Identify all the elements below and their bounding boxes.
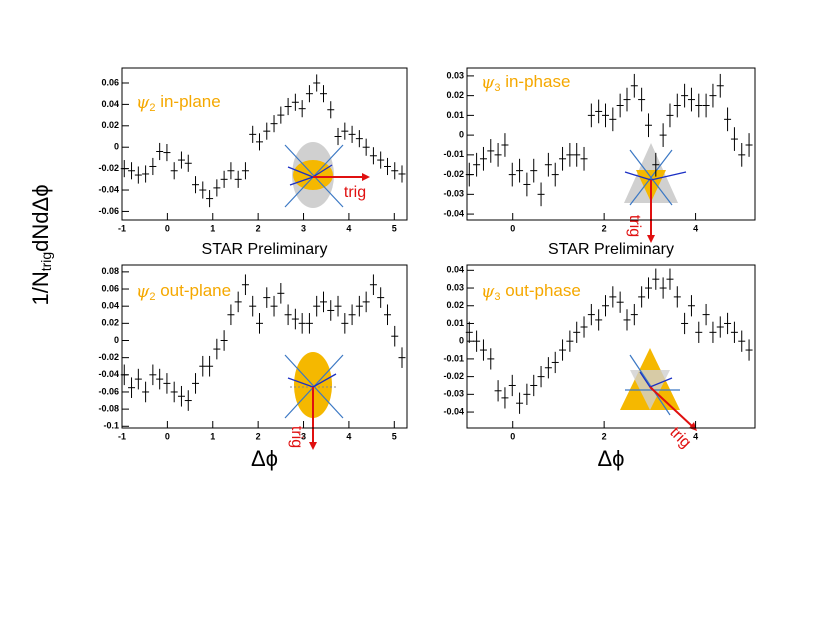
title-index: 2 — [149, 291, 155, 303]
y-tick-label: -0.02 — [98, 163, 119, 173]
y-tick-label: 0.04 — [446, 265, 464, 275]
x-tick-label: 3 — [301, 223, 306, 233]
x-tick-label: -1 — [118, 431, 126, 441]
y-tick-label: 0.03 — [446, 70, 464, 80]
y-tick-label: -0.01 — [443, 149, 464, 159]
x-axis-label: Δϕ — [597, 446, 624, 471]
title-index: 3 — [494, 82, 500, 94]
title-symbol: ψ — [481, 73, 495, 93]
y-tick-label: 0.06 — [101, 283, 119, 293]
inset-diagram — [284, 142, 370, 208]
plot-frame — [121, 264, 408, 429]
title-text: in-phase — [500, 72, 570, 91]
annotation: trig — [344, 184, 366, 201]
title-symbol: ψ — [481, 282, 495, 302]
y-tick-label: 0.02 — [446, 300, 464, 310]
y-tick-label: 0.02 — [101, 318, 119, 328]
panel-title: ψ3 out-phase — [481, 281, 581, 302]
x-axis-label: Δϕ — [251, 446, 278, 471]
panel-title: ψ3 in-phase — [481, 72, 570, 93]
x-tick-label: 0 — [165, 223, 170, 233]
x-tick-label: 4 — [346, 223, 351, 233]
x-tick-label: 0 — [165, 431, 170, 441]
y-tick-label: -0.02 — [98, 352, 119, 362]
x-tick-label: 2 — [602, 431, 607, 441]
y-tick-label: -0.02 — [443, 371, 464, 381]
x-tick-label: 2 — [602, 223, 607, 233]
y-tick-label: -0.03 — [443, 389, 464, 399]
x-tick-label: 5 — [392, 431, 397, 441]
x-tick-label: 0 — [510, 223, 515, 233]
inset-diagram — [624, 143, 687, 243]
y-tick-label: -0.03 — [443, 189, 464, 199]
y-tick-label: -0.01 — [443, 353, 464, 363]
x-tick-label: 2 — [256, 431, 261, 441]
x-axis-label: STAR Preliminary — [202, 241, 328, 258]
y-tick-label: 0.01 — [446, 318, 464, 328]
y-tick-label: -0.04 — [98, 184, 119, 194]
plot-frame — [121, 67, 408, 221]
title-symbol: ψ — [136, 282, 150, 302]
inset-diagram — [620, 348, 697, 431]
y-tick-label: -0.04 — [443, 208, 464, 218]
y-tick-label: 0.02 — [446, 90, 464, 100]
y-tick-label: 0.03 — [446, 282, 464, 292]
y-tick-label: 0 — [459, 129, 464, 139]
y-tick-label: -0.06 — [98, 386, 119, 396]
plot-frame — [466, 264, 756, 429]
inset-diagram — [284, 352, 344, 450]
y-tick-label: -0.1 — [103, 421, 119, 431]
x-tick-label: 4 — [693, 431, 698, 441]
y-tick-label: -0.04 — [98, 369, 119, 379]
x-tick-label: 5 — [392, 223, 397, 233]
title-symbol: ψ — [136, 93, 150, 113]
title-text: out-plane — [155, 281, 231, 300]
y-tick-label: 0 — [114, 335, 119, 345]
y-tick-label: -0.08 — [98, 404, 119, 414]
x-tick-label: -1 — [118, 223, 126, 233]
x-tick-label: 3 — [301, 431, 306, 441]
y-tick-label: 0.08 — [101, 266, 119, 276]
y-tick-label: 0.02 — [101, 120, 119, 130]
y-axis-label: 1/NtrigdNdΔϕ — [28, 184, 54, 305]
title-text: in-plane — [155, 92, 220, 111]
y-tick-label: -0.06 — [98, 206, 119, 216]
y-tick-label: 0.01 — [446, 110, 464, 120]
x-tick-label: 4 — [693, 223, 698, 233]
x-tick-label: 0 — [510, 431, 515, 441]
x-axis-label: STAR Preliminary — [548, 241, 674, 258]
panel-title: ψ2 out-plane — [136, 281, 231, 302]
y-tick-label: -0.04 — [443, 406, 464, 416]
plot-frame — [466, 67, 756, 221]
x-tick-label: 4 — [346, 431, 351, 441]
y-tick-label: 0.04 — [101, 99, 119, 109]
y-tick-label: 0 — [114, 142, 119, 152]
annotation: trig — [626, 215, 643, 237]
x-tick-label: 1 — [210, 431, 215, 441]
title-index: 3 — [494, 291, 500, 303]
y-tick-label: 0.04 — [101, 301, 119, 311]
y-tick-label: -0.02 — [443, 169, 464, 179]
y-tick-label: 0 — [459, 336, 464, 346]
x-tick-label: 2 — [256, 223, 261, 233]
x-tick-label: 1 — [210, 223, 215, 233]
title-index: 2 — [149, 102, 155, 114]
annotation: trig — [288, 426, 305, 448]
panel-title: ψ2 in-plane — [136, 92, 221, 113]
title-text: out-phase — [500, 281, 580, 300]
y-tick-label: 0.06 — [101, 77, 119, 87]
